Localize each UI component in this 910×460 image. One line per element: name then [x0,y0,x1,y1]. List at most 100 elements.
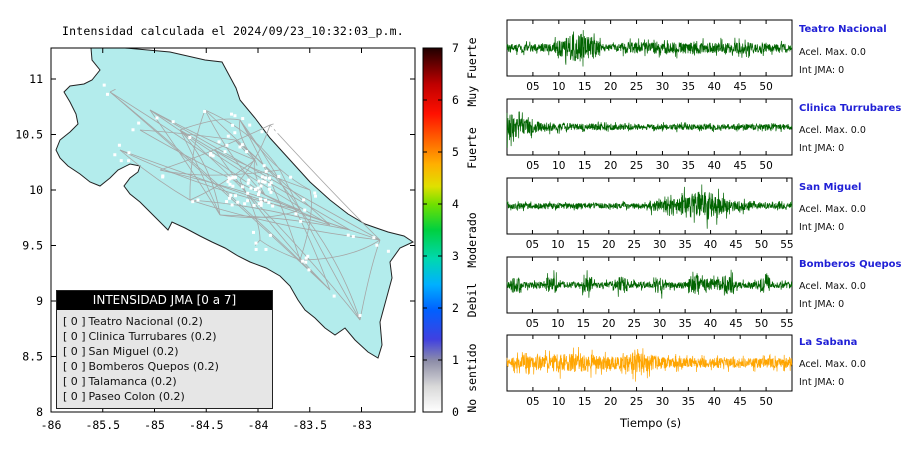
town-marker [238,145,242,149]
town-marker [306,254,310,258]
waveform-tick-label: 20 [604,81,617,93]
town-marker [240,185,244,189]
town-marker [271,204,275,208]
scale-category-label: Muy Fuerte [465,37,479,106]
y-tick-label: 10 [29,183,43,197]
road [119,149,301,211]
town-marker [299,219,303,223]
town-marker [226,180,230,184]
town-marker [161,174,165,178]
town-marker [301,259,305,263]
town-marker [273,118,277,122]
town-marker [375,243,379,247]
road [254,159,258,166]
waveform-tick-label: 10 [552,81,565,93]
town-marker [119,159,123,163]
road [299,239,381,261]
town-marker [127,159,131,163]
town-marker [314,194,318,198]
scale-tick-label: 5 [452,145,459,159]
town-marker [233,114,237,118]
waveform-trace [506,111,793,148]
town-marker [211,154,215,158]
town-marker [188,136,192,140]
waveform-tick-label: 40 [704,239,717,251]
town-marker [245,150,249,154]
town-marker [254,241,258,245]
legend-header: INTENSIDAD JMA [0 a 7] [57,291,272,310]
town-marker [269,181,273,185]
town-marker [113,153,117,157]
waveform-tick-label: 20 [604,160,617,172]
road [189,199,331,226]
scale-tick-label: 0 [452,405,459,419]
town-marker [267,187,271,191]
town-marker [225,143,229,147]
town-marker [304,256,308,260]
waveform-panel: 05 10 15 20 25 30 35 40 45 50 55 [506,177,794,251]
town-marker [117,143,121,147]
road [189,199,381,241]
town-marker [259,200,263,204]
town-marker [260,130,264,134]
towns [102,83,390,317]
town-marker [240,143,244,147]
road [255,239,261,246]
road [259,239,301,261]
town-marker [155,116,159,120]
town-marker [264,247,268,251]
road [214,149,311,191]
station-info: Acel. Max. 0.0 Int JMA: 0 [799,125,866,154]
scale-category-label: No sentido [465,343,479,412]
x-tick-label: -85 [144,418,165,432]
x-tick-label: -83.5 [292,418,327,432]
town-marker [233,175,237,179]
town-marker [225,200,229,204]
y-tick-label: 8 [36,405,43,419]
town-marker [209,152,213,156]
waveform-trace [506,269,793,299]
town-marker [102,83,106,87]
waveform-panel: 05 10 15 20 25 30 35 40 45 50 55 [506,256,794,330]
waveform-tick-label: 05 [526,81,539,93]
town-marker [277,175,281,179]
road [109,91,331,291]
legend-item: [ 0 ] Bomberos Quepos (0.2) [63,360,219,373]
road [189,159,256,201]
town-marker [249,186,253,190]
town-marker [246,181,250,185]
road [239,119,331,291]
town-marker [246,191,250,195]
road [139,129,301,211]
road [299,209,361,321]
town-marker [246,199,250,203]
road [109,88,116,93]
town-marker [226,134,230,138]
y-tick-label: 10.5 [15,128,43,142]
town-marker [386,249,390,253]
legend-list: [ 0 ] Teatro Nacional (0.2) [ 0 ] Clinic… [57,310,272,404]
town-marker [253,187,257,191]
town-marker [257,202,261,206]
town-marker [248,123,252,127]
waveform-tick-label: 15 [578,160,591,172]
legend-item: [ 0 ] Talamanca (0.2) [63,375,177,388]
town-marker [243,202,247,206]
town-marker [268,233,272,237]
waveform-tick-label: 25 [630,160,643,172]
scale-tick-label: 2 [452,301,459,315]
costa-rica-land [55,47,415,359]
road [204,109,331,226]
town-marker [241,117,245,121]
waveform-tick-label: 35 [678,318,691,330]
waveform-tick-label: 50 [759,160,772,172]
road [159,169,281,176]
town-marker [257,179,261,183]
town-marker [268,183,272,187]
waveform-tick-label: 10 [552,396,565,408]
waveform-tick-label: 55 [780,318,793,330]
road [179,118,241,131]
